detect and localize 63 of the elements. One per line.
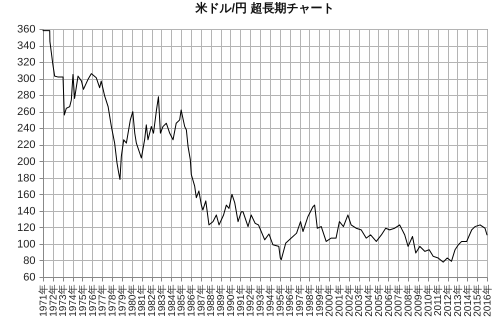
y-tick-label: 360 bbox=[17, 24, 36, 36]
x-tick-label: 2012年 bbox=[442, 284, 454, 317]
x-tick-label: 1996年 bbox=[284, 284, 296, 317]
x-tick-label: 2006年 bbox=[382, 284, 395, 317]
x-tick-label: 1989年 bbox=[215, 284, 228, 317]
y-tick-label: 160 bbox=[17, 188, 36, 201]
x-tick-label: 1992年 bbox=[244, 284, 257, 317]
x-tick-label: 1976年 bbox=[86, 284, 99, 317]
x-tick-label: 2007年 bbox=[392, 284, 405, 317]
x-tick-label: 2003年 bbox=[353, 284, 366, 317]
x-tick-label: 1997年 bbox=[294, 284, 306, 317]
x-tick-label: 2000年 bbox=[324, 284, 336, 317]
x-tick-label: 1985年 bbox=[176, 284, 188, 317]
y-tick-label: 140 bbox=[17, 205, 36, 218]
y-tick-label: 220 bbox=[17, 139, 36, 152]
x-tick-label: 1983年 bbox=[156, 284, 168, 317]
y-tick-label: 180 bbox=[17, 172, 36, 184]
x-tick-label: 1979年 bbox=[116, 284, 128, 317]
x-tick-label: 2005年 bbox=[372, 284, 385, 317]
x-tick-label: 2010年 bbox=[422, 284, 434, 317]
x-tick-label: 2014年 bbox=[462, 284, 474, 317]
x-tick-label: 1972年 bbox=[47, 284, 60, 317]
y-tick-label: 300 bbox=[17, 73, 36, 86]
y-tick-label: 260 bbox=[17, 106, 36, 118]
x-tick-label: 1991年 bbox=[234, 284, 247, 317]
x-tick-label: 2008年 bbox=[402, 284, 415, 317]
x-tick-label: 1984年 bbox=[166, 284, 178, 317]
x-tick-label: 2015年 bbox=[472, 284, 484, 317]
x-tick-label: 1987年 bbox=[195, 284, 208, 317]
x-tick-label: 1978年 bbox=[106, 284, 119, 317]
x-tick-label: 1981年 bbox=[136, 284, 148, 317]
x-tick-label: 1994年 bbox=[264, 284, 276, 317]
x-tick-label: 1982年 bbox=[146, 284, 158, 317]
x-tick-label: 1988年 bbox=[205, 284, 218, 317]
x-tick-label: 2004年 bbox=[363, 284, 376, 317]
x-tick-label: 2013年 bbox=[452, 284, 464, 317]
y-tick-label: 240 bbox=[17, 122, 36, 135]
x-tick-label: 1990年 bbox=[224, 284, 237, 317]
x-tick-label: 1977年 bbox=[96, 284, 109, 317]
chart-title: 米ドル/円 超長期チャート bbox=[194, 1, 334, 15]
y-tick-label: 60 bbox=[23, 272, 36, 284]
x-tick-label: 1980年 bbox=[126, 284, 138, 317]
x-tick-label: 1973年 bbox=[57, 284, 70, 317]
x-tick-label: 2001年 bbox=[334, 284, 346, 317]
y-tick-label: 320 bbox=[17, 56, 36, 69]
x-tick-label: 1995年 bbox=[274, 284, 286, 317]
x-tick-label: 1986年 bbox=[186, 284, 198, 317]
x-tick-label: 1975年 bbox=[76, 284, 89, 317]
x-tick-label: 2002年 bbox=[343, 284, 356, 317]
x-tick-label: 1971年 bbox=[38, 284, 50, 317]
y-tick-label: 200 bbox=[17, 156, 36, 168]
x-tick-label: 1993年 bbox=[254, 284, 267, 317]
x-tick-label: 2011年 bbox=[432, 284, 444, 316]
x-tick-label: 2016年 bbox=[482, 284, 494, 317]
x-tick-label: 2009年 bbox=[412, 284, 424, 317]
y-tick-label: 80 bbox=[23, 254, 36, 267]
x-tick-label: 1999年 bbox=[314, 284, 326, 317]
y-tick-label: 100 bbox=[17, 238, 36, 250]
y-tick-label: 340 bbox=[17, 40, 36, 52]
y-tick-label: 280 bbox=[17, 90, 36, 102]
y-tick-label: 120 bbox=[17, 222, 36, 234]
x-tick-label: 1998年 bbox=[304, 284, 316, 317]
x-tick-label: 1974年 bbox=[67, 284, 80, 317]
